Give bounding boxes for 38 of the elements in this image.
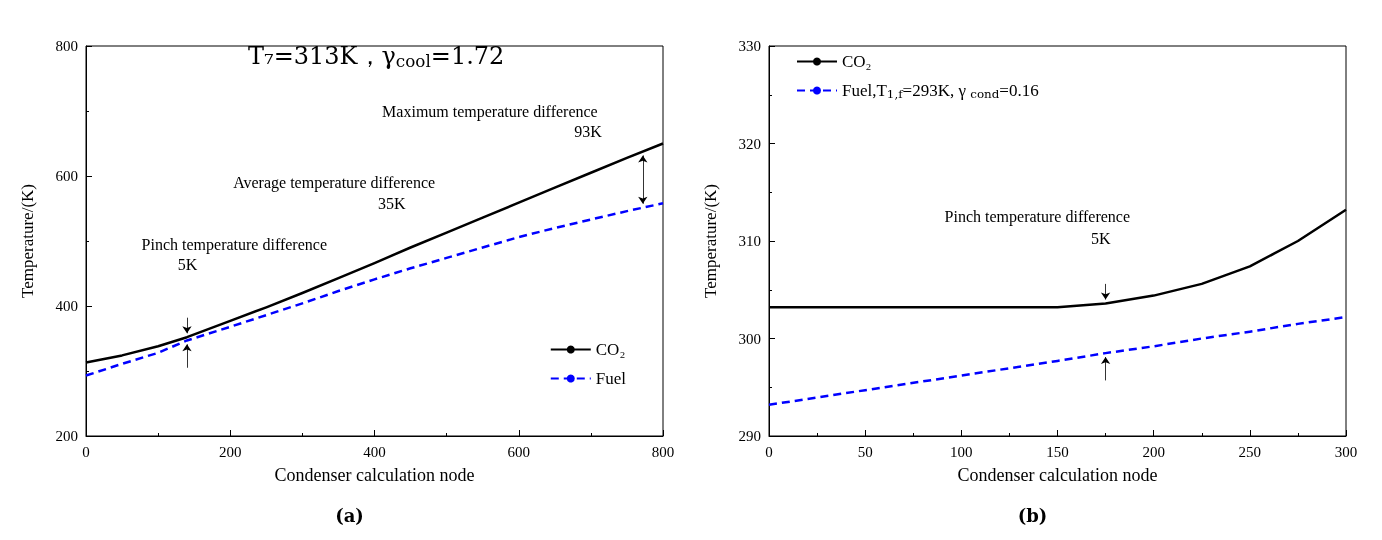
y-tick-label: 330 [738, 38, 761, 54]
y-tick-label: 600 [55, 168, 78, 184]
x-tick-label: 300 [1334, 443, 1358, 460]
x-tick-label: 0 [82, 443, 90, 460]
x-tick-label: 0 [765, 443, 773, 460]
annotation: Maximum temperature difference [382, 103, 598, 122]
legend-label: CO₂ [595, 340, 626, 359]
text: (b) [1017, 504, 1048, 526]
x-tick-label: 200 [219, 443, 242, 460]
legend-label: CO₂ [842, 52, 872, 71]
annotation: Pinch temperature difference [944, 207, 1130, 226]
annotation: 35K [378, 195, 407, 213]
text: (a) [335, 504, 364, 526]
y-tick-label: 320 [738, 135, 761, 152]
x-tick-label: 100 [950, 443, 973, 460]
y-tick-label: 300 [738, 330, 761, 347]
y-tick-label: 400 [55, 298, 78, 314]
y-axis-title: Temperature/(K) [18, 184, 37, 298]
legend-label: Fuel [595, 369, 627, 388]
y-tick-label: 800 [55, 38, 78, 54]
x-axis-title: Condenser calculation node [957, 465, 1158, 485]
annotation: 5K [177, 255, 198, 273]
x-tick-label: 50 [857, 443, 873, 460]
y-tick-label: 310 [738, 233, 761, 249]
y-tick-label: 290 [738, 428, 761, 444]
y-tick-label: 200 [55, 428, 78, 444]
annotation: 5K [1090, 230, 1111, 248]
annotation: Average temperature difference [233, 174, 436, 192]
x-tick-label: 250 [1238, 443, 1262, 460]
x-tick-label: 200 [1142, 443, 1165, 460]
x-tick-label: 150 [1046, 443, 1069, 460]
annotation: 93K [574, 122, 603, 140]
annotation: Pinch temperature difference [141, 236, 327, 255]
x-tick-label: 400 [363, 443, 386, 460]
x-tick-label: 800 [651, 443, 675, 460]
x-tick-label: 600 [507, 443, 530, 460]
x-axis-title: Condenser calculation node [274, 465, 475, 485]
y-axis-title: Temperature/(K) [701, 184, 720, 298]
